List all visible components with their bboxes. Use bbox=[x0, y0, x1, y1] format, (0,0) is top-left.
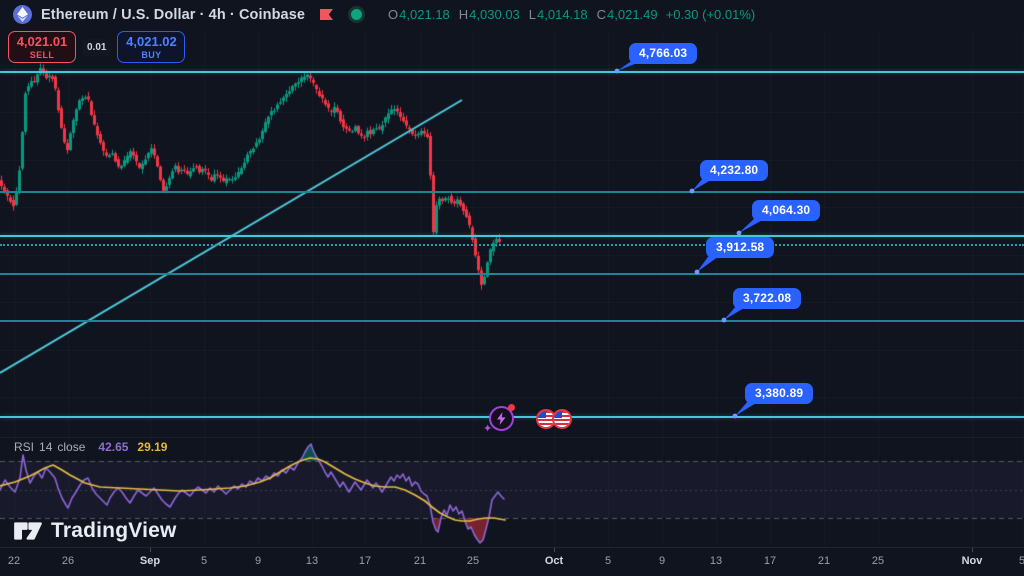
price-level-label[interactable]: 4,064.30 bbox=[752, 200, 821, 221]
ethereum-icon bbox=[13, 5, 32, 24]
time-tick-label: 13 bbox=[305, 555, 319, 567]
time-tick-label: 25 bbox=[871, 555, 885, 567]
sell-price: 4,021.01 bbox=[16, 33, 68, 49]
time-tick-label: 21 bbox=[817, 555, 831, 567]
time-tick-label: 13 bbox=[709, 555, 723, 567]
market-status-icon[interactable] bbox=[348, 6, 366, 23]
time-tick-label: 25 bbox=[466, 555, 480, 567]
time-tick-label: Oct bbox=[544, 555, 564, 567]
time-tick-label: Nov bbox=[961, 555, 983, 567]
time-axis[interactable]: 22 26 Sep 5 9 13 17 21 25 Oct 5 9 13 17 21 25 Nov 5 bbox=[0, 547, 1024, 576]
rsi-title: RSI bbox=[14, 440, 35, 454]
open-value: 4,021.18 bbox=[399, 7, 450, 22]
rsi-indicator-legend[interactable]: RSI 14 close 42.65 29.19 bbox=[14, 440, 167, 454]
flag-icon[interactable] bbox=[319, 8, 334, 21]
time-tick-label: 22 bbox=[7, 555, 21, 567]
tradingview-watermark[interactable]: TradingView bbox=[13, 518, 177, 544]
time-tick-label: 17 bbox=[358, 555, 372, 567]
notification-dot bbox=[508, 404, 515, 411]
time-tick-label: 26 bbox=[61, 555, 75, 567]
trade-widget: 4,021.01 SELL 0.01 4,021.02 BUY bbox=[8, 31, 186, 63]
sell-button[interactable]: 4,021.01 SELL bbox=[8, 31, 76, 63]
sell-label: SELL bbox=[29, 49, 55, 60]
rsi-ma-value: 29.19 bbox=[137, 440, 168, 454]
price-level-label[interactable]: 3,722.08 bbox=[733, 288, 802, 309]
time-tick-label: 5 bbox=[200, 555, 208, 567]
flag-canton bbox=[538, 411, 546, 418]
sparkle-icon: ✦ bbox=[483, 423, 493, 435]
buy-price: 4,021.02 bbox=[126, 33, 177, 49]
watermark-text: TradingView bbox=[51, 519, 177, 542]
time-tick-label: 21 bbox=[413, 555, 427, 567]
ohlc-readout: O 4,021.18 H 4,030.03 L 4,014.18 C 4,021.49 … bbox=[379, 7, 755, 22]
buy-label: BUY bbox=[141, 49, 162, 60]
us-flag-event-marker[interactable] bbox=[552, 409, 572, 429]
symbol-title[interactable]: Ethereum / U.S. Dollar · 4h · Coinbase bbox=[41, 6, 306, 23]
low-label: L bbox=[528, 7, 537, 22]
time-tick-label: 5 bbox=[604, 555, 612, 567]
low-value: 4,014.18 bbox=[537, 7, 588, 22]
time-tick-label: 9 bbox=[658, 555, 666, 567]
rsi-source: close bbox=[57, 440, 86, 454]
symbol-header: Ethereum / U.S. Dollar · 4h · Coinbase O… bbox=[0, 0, 1024, 29]
time-tick-label: Sep bbox=[139, 555, 161, 567]
rsi-value: 42.65 bbox=[98, 440, 129, 454]
time-tick-mark bbox=[150, 548, 151, 552]
time-tick-label: 17 bbox=[763, 555, 777, 567]
close-value: 4,021.49 bbox=[607, 7, 658, 22]
time-tick-label: 9 bbox=[254, 555, 262, 567]
pane-separator[interactable] bbox=[0, 437, 1024, 438]
price-level-label[interactable]: 4,766.03 bbox=[629, 43, 698, 64]
close-label: C bbox=[596, 7, 607, 22]
time-tick-mark bbox=[554, 548, 555, 552]
time-tick-mark bbox=[972, 548, 973, 552]
open-label: O bbox=[388, 7, 399, 22]
high-value: 4,030.03 bbox=[469, 7, 520, 22]
tradingview-logo-icon bbox=[14, 522, 42, 540]
flag-canton bbox=[554, 411, 562, 418]
change-value: +0.30 (+0.01%) bbox=[665, 7, 756, 22]
time-tick-label: 5 bbox=[1018, 555, 1024, 567]
price-level-label[interactable]: 4,232.80 bbox=[700, 160, 769, 181]
high-label: H bbox=[458, 7, 469, 22]
buy-button[interactable]: 4,021.02 BUY bbox=[117, 31, 186, 63]
ideas-flash-marker[interactable]: ✦ bbox=[483, 404, 515, 435]
price-level-label[interactable]: 3,380.89 bbox=[745, 383, 814, 404]
spread-value: 0.01 bbox=[82, 38, 112, 56]
rsi-length: 14 bbox=[39, 440, 53, 454]
price-level-label[interactable]: 3,912.58 bbox=[706, 237, 775, 258]
